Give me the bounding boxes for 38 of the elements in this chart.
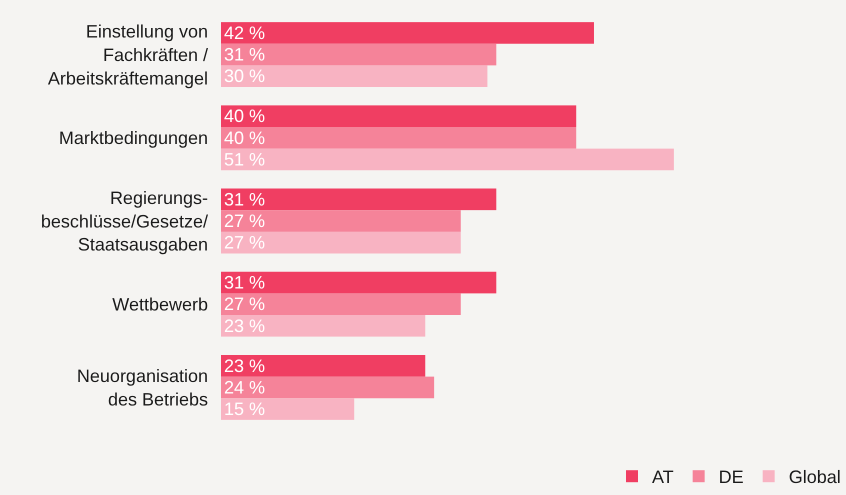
bar (221, 293, 461, 316)
bar (221, 44, 496, 66)
bar (221, 272, 496, 294)
bar (221, 315, 426, 337)
bar (221, 188, 496, 210)
data-label: 23 % (224, 356, 266, 376)
y-tick-label: Wettbewerb (112, 294, 208, 314)
data-label: 40 % (224, 128, 266, 148)
bar (221, 354, 426, 377)
bar (221, 232, 461, 254)
data-label: 30 % (224, 66, 266, 86)
data-label: 24 % (224, 377, 266, 398)
data-label: 31 % (224, 189, 266, 210)
bar (221, 65, 488, 88)
data-label: 42 % (224, 22, 266, 43)
data-label: 27 % (224, 232, 266, 253)
data-label: 15 % (224, 399, 266, 420)
data-label: 31 % (224, 44, 266, 65)
data-label: 27 % (224, 211, 266, 231)
legend-label: DE (718, 467, 744, 488)
legend-label: AT (652, 467, 674, 488)
y-tick-label: Neuorganisation des Betriebs (76, 366, 208, 410)
bar (221, 376, 434, 398)
bar (221, 105, 576, 127)
data-label: 23 % (224, 316, 266, 336)
bar (221, 22, 594, 44)
y-tick-label: Marktbedingungen (58, 128, 208, 148)
data-label: 27 % (224, 294, 266, 314)
y-tick-label: Einstellung von Fachkräften / Arbeitskräftemangel (48, 22, 208, 88)
data-label: 51 % (224, 149, 266, 170)
legend-label: Global (788, 467, 841, 488)
bar (221, 398, 354, 420)
y-tick-label: Regierungs- beschlüsse/Gesetze/ Staatsausgaben (40, 188, 208, 255)
bar (221, 148, 674, 170)
bar (221, 210, 461, 232)
data-label: 40 % (224, 106, 266, 126)
bar (221, 126, 576, 149)
data-label: 31 % (224, 272, 266, 293)
